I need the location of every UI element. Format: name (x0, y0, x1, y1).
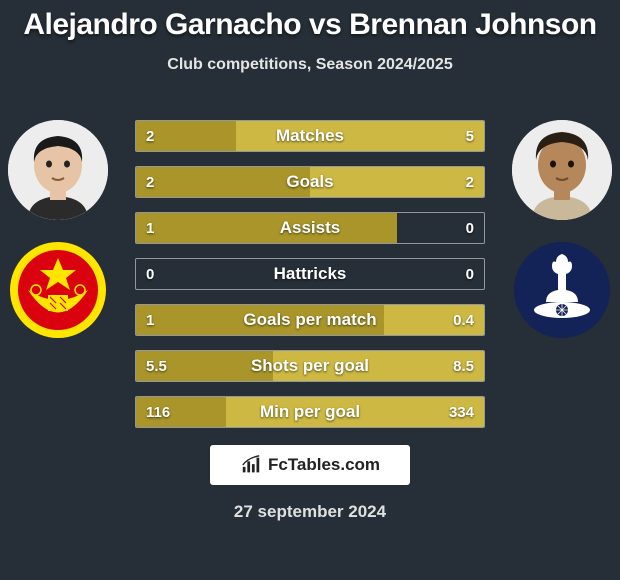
tottenham-crest-icon (512, 240, 612, 340)
stat-label: Matches (136, 126, 484, 146)
person-icon (8, 120, 108, 220)
stat-row: 00Hattricks (135, 258, 485, 290)
stat-row: 25Matches (135, 120, 485, 152)
stats-bars: 25Matches 22Goals 10Assists 00Hattricks 10.4… (135, 120, 485, 428)
fctables-logo: FcTables.com (210, 445, 410, 485)
stat-label: Hattricks (136, 264, 484, 284)
right-player-avatar (512, 120, 612, 220)
right-club-crest (512, 240, 612, 340)
stat-row: 10Assists (135, 212, 485, 244)
left-player-column (8, 120, 108, 340)
stat-label: Goals per match (136, 310, 484, 330)
person-icon (512, 120, 612, 220)
manutd-crest-icon (8, 240, 108, 340)
stat-row: 22Goals (135, 166, 485, 198)
stat-row: 5.58.5Shots per goal (135, 350, 485, 382)
stat-label: Shots per goal (136, 356, 484, 376)
left-club-crest (8, 240, 108, 340)
comparison-subtitle: Club competitions, Season 2024/2025 (0, 56, 620, 74)
left-player-avatar (8, 120, 108, 220)
stat-label: Goals (136, 172, 484, 192)
chart-icon (240, 454, 262, 476)
stat-row: 116334Min per goal (135, 396, 485, 428)
comparison-title: Alejandro Garnacho vs Brennan Johnson (0, 0, 620, 42)
stat-row: 10.4Goals per match (135, 304, 485, 336)
right-player-column (512, 120, 612, 340)
logo-text: FcTables.com (268, 455, 380, 475)
stat-label: Assists (136, 218, 484, 238)
comparison-date: 27 september 2024 (0, 502, 620, 522)
stat-label: Min per goal (136, 402, 484, 422)
